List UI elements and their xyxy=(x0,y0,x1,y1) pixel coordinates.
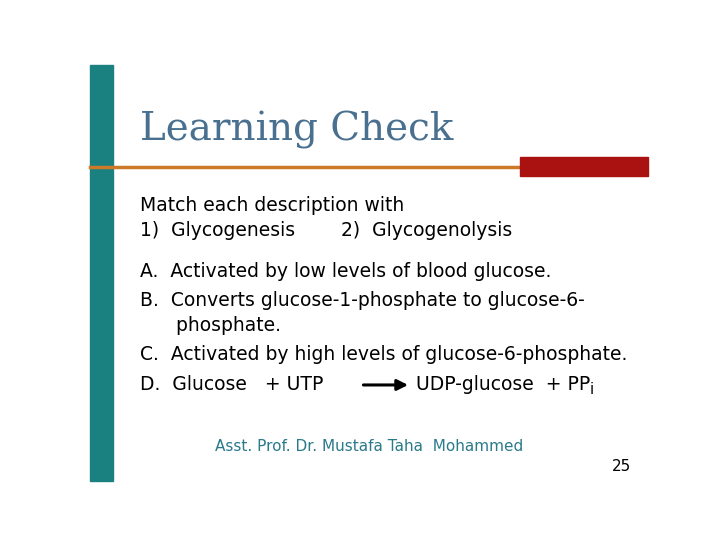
Text: Match each description with: Match each description with xyxy=(140,196,405,215)
Text: UDP-glucose  + PP: UDP-glucose + PP xyxy=(416,375,590,394)
Text: 1)  Glycogenesis: 1) Glycogenesis xyxy=(140,221,295,240)
Text: Learning Check: Learning Check xyxy=(140,111,454,148)
Bar xyxy=(520,157,648,176)
Text: phosphate.: phosphate. xyxy=(140,316,282,335)
Text: B.  Converts glucose-1-phosphate to glucose-6-: B. Converts glucose-1-phosphate to gluco… xyxy=(140,292,585,310)
Text: i: i xyxy=(590,382,593,397)
Text: C.  Activated by high levels of glucose-6-phosphate.: C. Activated by high levels of glucose-6… xyxy=(140,346,628,365)
Bar xyxy=(90,65,114,481)
Text: D.  Glucose   + UTP: D. Glucose + UTP xyxy=(140,375,323,394)
Text: 25: 25 xyxy=(612,460,631,474)
Text: 2)  Glycogenolysis: 2) Glycogenolysis xyxy=(341,221,513,240)
Text: Asst. Prof. Dr. Mustafa Taha  Mohammed: Asst. Prof. Dr. Mustafa Taha Mohammed xyxy=(215,439,523,454)
Text: A.  Activated by low levels of blood glucose.: A. Activated by low levels of blood gluc… xyxy=(140,262,552,281)
